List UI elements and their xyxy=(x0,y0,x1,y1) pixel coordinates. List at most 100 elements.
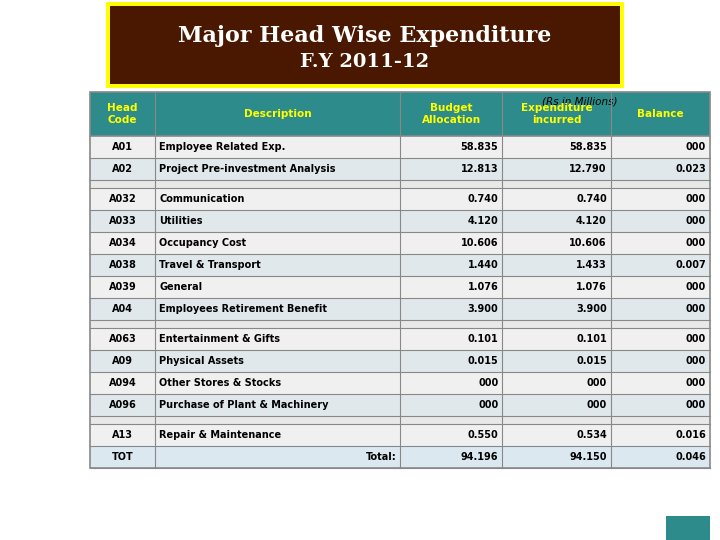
Text: 94.150: 94.150 xyxy=(570,452,607,462)
Bar xyxy=(90,210,710,232)
Text: A034: A034 xyxy=(109,238,136,248)
Text: Entertainment & Gifts: Entertainment & Gifts xyxy=(159,334,280,344)
Bar xyxy=(90,92,710,468)
Text: A033: A033 xyxy=(109,216,136,226)
Text: TOT: TOT xyxy=(112,452,133,462)
Text: A02: A02 xyxy=(112,164,133,174)
Text: Communication: Communication xyxy=(159,194,245,204)
Text: 10.606: 10.606 xyxy=(461,238,498,248)
Text: A13: A13 xyxy=(112,430,133,440)
Text: 000: 000 xyxy=(685,238,706,248)
Text: 1.440: 1.440 xyxy=(467,260,498,270)
Bar xyxy=(90,424,710,446)
Text: Travel & Transport: Travel & Transport xyxy=(159,260,261,270)
Text: 000: 000 xyxy=(685,194,706,204)
Text: Head
Code: Head Code xyxy=(107,103,138,125)
Text: A096: A096 xyxy=(109,400,136,410)
Text: 000: 000 xyxy=(685,356,706,366)
Text: 0.550: 0.550 xyxy=(467,430,498,440)
Text: A038: A038 xyxy=(109,260,137,270)
Text: A063: A063 xyxy=(109,334,136,344)
Text: 12.790: 12.790 xyxy=(570,164,607,174)
Text: 0.007: 0.007 xyxy=(675,260,706,270)
Bar xyxy=(110,6,620,84)
Text: A094: A094 xyxy=(109,378,136,388)
Text: 1.076: 1.076 xyxy=(467,282,498,292)
Text: (Rs in Millions): (Rs in Millions) xyxy=(542,97,618,107)
Text: 0.740: 0.740 xyxy=(467,194,498,204)
Text: Other Stores & Stocks: Other Stores & Stocks xyxy=(159,378,282,388)
Text: 0.046: 0.046 xyxy=(675,452,706,462)
Text: 0.740: 0.740 xyxy=(576,194,607,204)
Bar xyxy=(90,180,710,188)
Text: 0.015: 0.015 xyxy=(467,356,498,366)
Text: 58.835: 58.835 xyxy=(461,142,498,152)
Text: 000: 000 xyxy=(685,334,706,344)
Text: Budget
Allocation: Budget Allocation xyxy=(422,103,481,125)
Text: Repair & Maintenance: Repair & Maintenance xyxy=(159,430,282,440)
Bar xyxy=(90,446,710,468)
Text: A032: A032 xyxy=(109,194,136,204)
Bar xyxy=(90,158,710,180)
Text: Utilities: Utilities xyxy=(159,216,202,226)
Bar xyxy=(90,350,710,372)
Text: A04: A04 xyxy=(112,304,133,314)
Text: Employee Related Exp.: Employee Related Exp. xyxy=(159,142,285,152)
Text: Description: Description xyxy=(244,109,311,119)
Text: Balance: Balance xyxy=(637,109,684,119)
Text: 10.606: 10.606 xyxy=(570,238,607,248)
Text: F.Y 2011-12: F.Y 2011-12 xyxy=(300,53,430,71)
Text: Project Pre-investment Analysis: Project Pre-investment Analysis xyxy=(159,164,336,174)
Bar xyxy=(90,188,710,210)
Text: 0.023: 0.023 xyxy=(675,164,706,174)
Text: 000: 000 xyxy=(587,400,607,410)
Text: A09: A09 xyxy=(112,356,133,366)
Text: 0.534: 0.534 xyxy=(576,430,607,440)
Bar xyxy=(90,232,710,254)
Text: Expenditure
incurred: Expenditure incurred xyxy=(521,103,593,125)
Text: Occupancy Cost: Occupancy Cost xyxy=(159,238,246,248)
Text: 000: 000 xyxy=(685,378,706,388)
Text: 000: 000 xyxy=(478,378,498,388)
Text: 0.015: 0.015 xyxy=(576,356,607,366)
Bar xyxy=(90,92,710,136)
Text: 58.835: 58.835 xyxy=(569,142,607,152)
Text: Total:: Total: xyxy=(366,452,397,462)
Text: A039: A039 xyxy=(109,282,136,292)
Bar xyxy=(90,276,710,298)
Text: 000: 000 xyxy=(685,400,706,410)
Bar xyxy=(90,328,710,350)
Text: A01: A01 xyxy=(112,142,133,152)
Bar xyxy=(666,516,710,540)
Text: 000: 000 xyxy=(587,378,607,388)
Text: Major Head Wise Expenditure: Major Head Wise Expenditure xyxy=(179,25,552,46)
Text: 1.076: 1.076 xyxy=(576,282,607,292)
Bar xyxy=(90,136,710,158)
Bar xyxy=(106,2,624,88)
Text: 000: 000 xyxy=(685,282,706,292)
Bar xyxy=(90,372,710,394)
Text: General: General xyxy=(159,282,202,292)
Text: 0.016: 0.016 xyxy=(675,430,706,440)
Text: 0.101: 0.101 xyxy=(576,334,607,344)
Text: 4.120: 4.120 xyxy=(467,216,498,226)
Text: 3.900: 3.900 xyxy=(576,304,607,314)
Bar xyxy=(90,394,710,416)
Text: 000: 000 xyxy=(478,400,498,410)
Bar xyxy=(90,254,710,276)
Text: 12.813: 12.813 xyxy=(461,164,498,174)
Text: 0.101: 0.101 xyxy=(467,334,498,344)
Text: Physical Assets: Physical Assets xyxy=(159,356,244,366)
Bar xyxy=(90,298,710,320)
Bar xyxy=(90,320,710,328)
Text: 94.196: 94.196 xyxy=(461,452,498,462)
Text: 000: 000 xyxy=(685,304,706,314)
Bar xyxy=(90,416,710,424)
Text: 1.433: 1.433 xyxy=(576,260,607,270)
Text: 000: 000 xyxy=(685,142,706,152)
Text: 4.120: 4.120 xyxy=(576,216,607,226)
Text: Employees Retirement Benefit: Employees Retirement Benefit xyxy=(159,304,327,314)
Text: 3.900: 3.900 xyxy=(467,304,498,314)
Text: Purchase of Plant & Machinery: Purchase of Plant & Machinery xyxy=(159,400,328,410)
Text: 000: 000 xyxy=(685,216,706,226)
